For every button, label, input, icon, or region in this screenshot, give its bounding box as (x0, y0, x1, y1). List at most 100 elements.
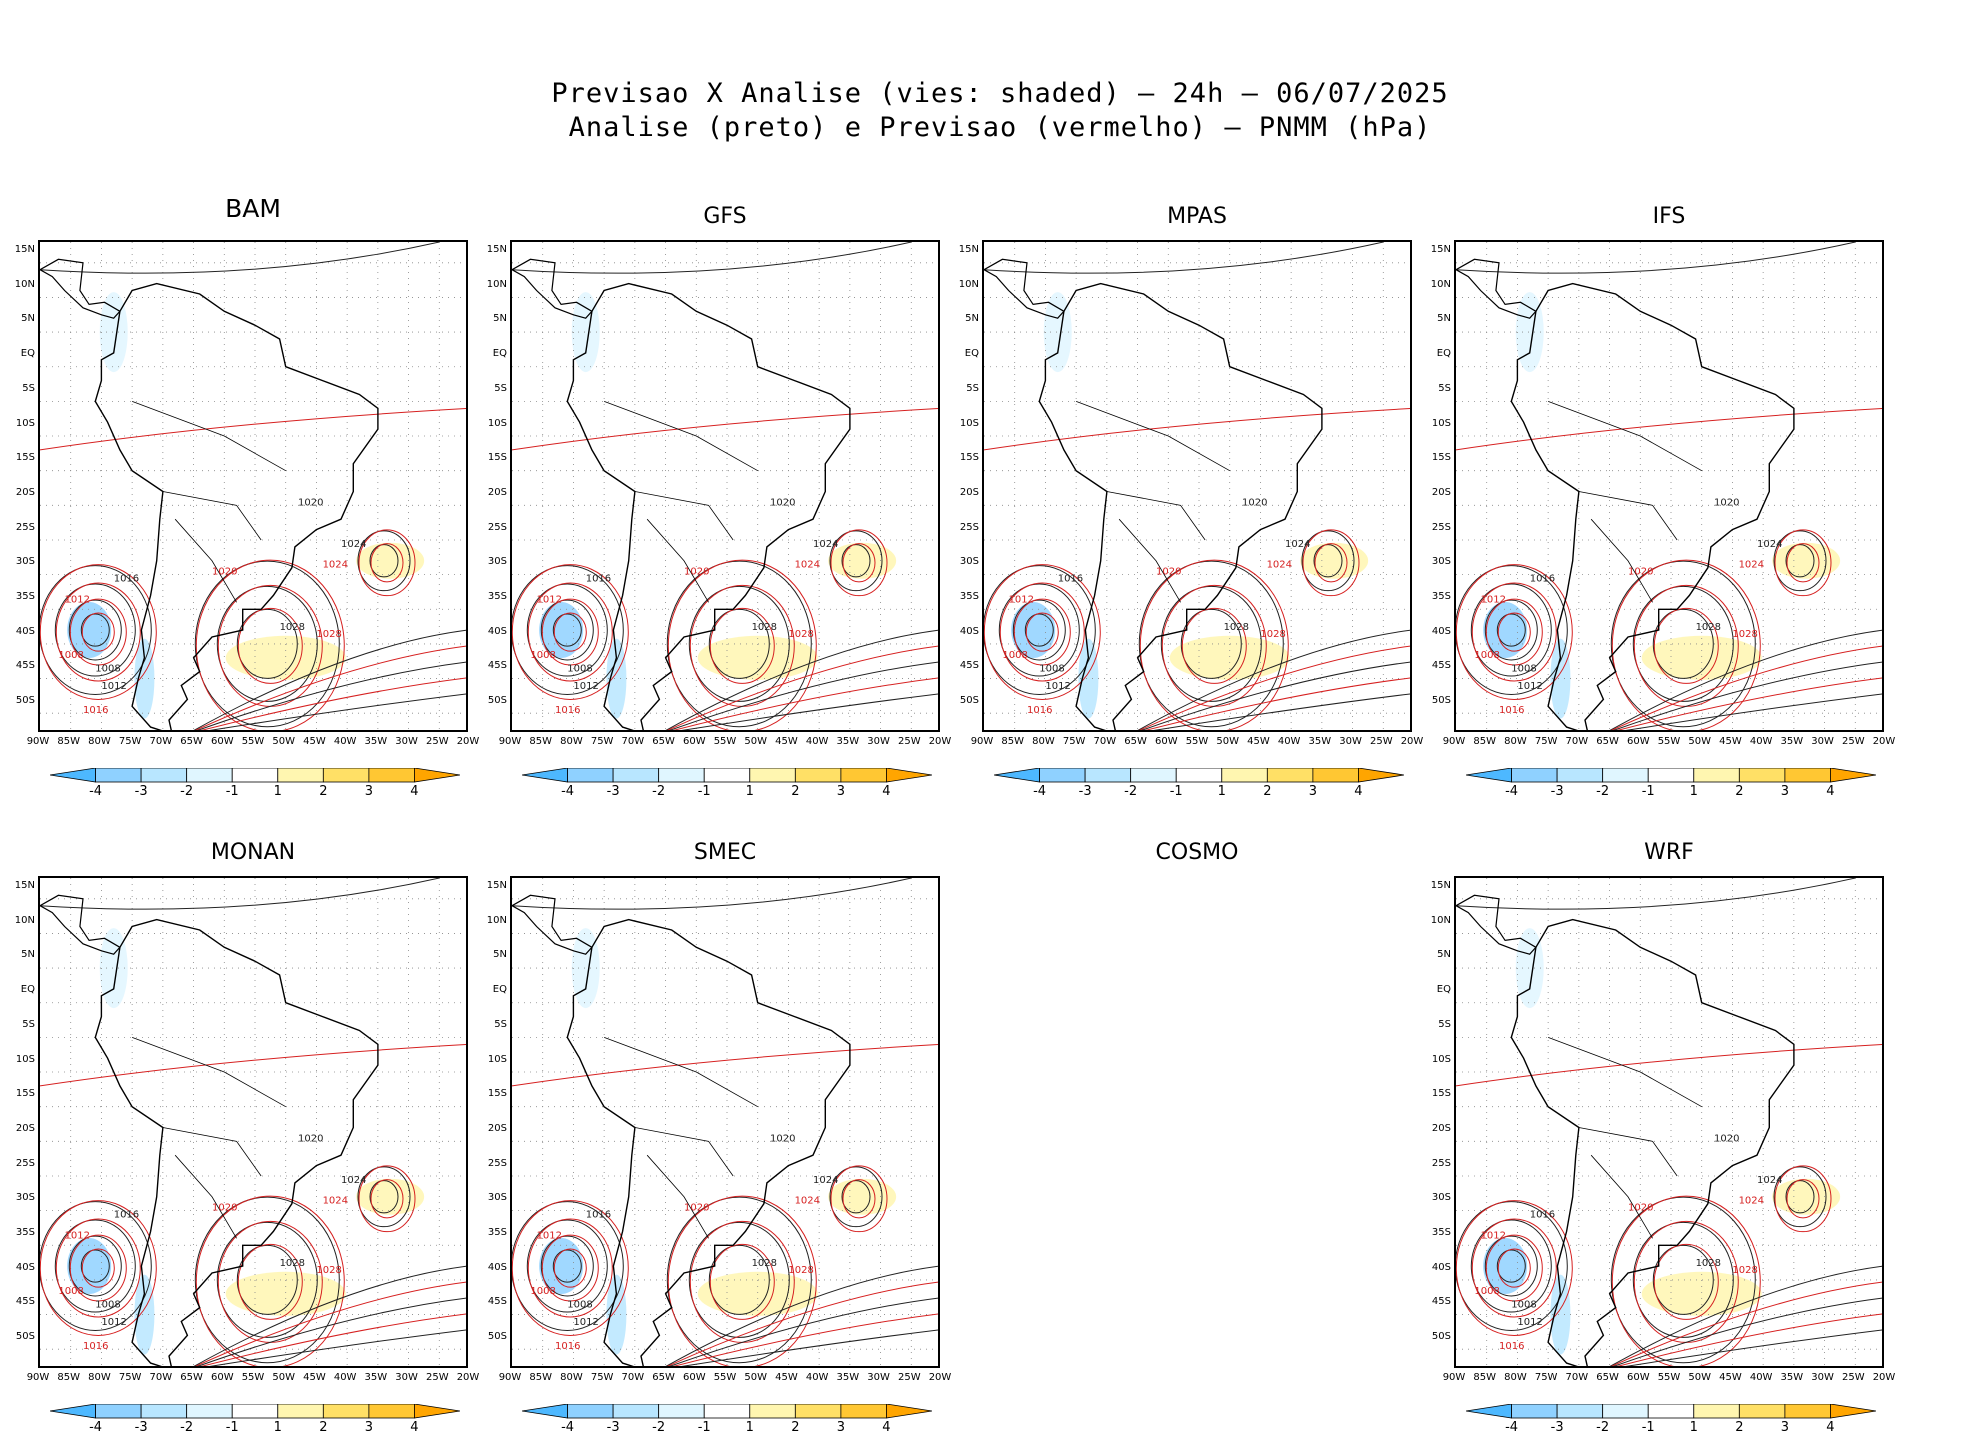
latitude-label: 15S (487, 452, 507, 464)
bias-shading-area (697, 635, 818, 680)
longitude-label: 60W (1626, 1372, 1650, 1383)
colorbar-segment (49, 1403, 96, 1419)
longitude-label: 45W (1719, 1372, 1742, 1383)
latitude-label: 50S (1431, 695, 1451, 707)
bias-shading-area (134, 638, 155, 719)
longitude-label: 30W (395, 736, 418, 747)
colorbar: -4 -3 -2 -1 1 2 3 4 (1465, 1403, 1877, 1440)
forecast-contour-label: 1028 (1732, 629, 1757, 640)
longitude-label: 75W (1534, 736, 1558, 747)
forecast-contour-label: 1016 (555, 1341, 580, 1352)
colorbar-label: 3 (364, 1420, 374, 1435)
forecast-contour-label: 1016 (1499, 1341, 1524, 1352)
colorbar-segment (521, 1403, 568, 1419)
latitude-label: 30S (487, 556, 507, 568)
colorbar-segment (186, 1403, 233, 1419)
longitude-label: 60W (210, 736, 234, 747)
longitude-label: 50W (1688, 1372, 1712, 1383)
longitude-label: 45W (1247, 736, 1270, 747)
latitude-label: EQ (492, 984, 507, 996)
analysis-contour-label: 1024 (1285, 539, 1310, 550)
colorbar-segment (322, 767, 370, 783)
colorbar-segment (794, 1403, 842, 1419)
colorbar: -4 -3 -2 -1 1 2 3 4 (993, 767, 1405, 804)
colorbar-label: 4 (410, 1420, 419, 1435)
colorbar: -4 -3 -2 -1 1 2 3 4 (521, 1403, 933, 1440)
longitude-label: 90W (498, 1372, 522, 1383)
analysis-contour-label: 1024 (1757, 539, 1782, 550)
colorbar-segment (658, 767, 705, 783)
latitude-label: 40S (959, 625, 979, 637)
colorbar-label: 4 (1354, 784, 1363, 799)
colorbar-segment (993, 767, 1040, 783)
longitude-label: 90W (970, 736, 994, 747)
analysis-contour-label: 1024 (341, 1175, 366, 1186)
colorbar-label: 2 (319, 1420, 328, 1435)
longitude-label: 55W (713, 1372, 737, 1383)
longitude-label: 65W (652, 1372, 675, 1383)
south-america-coastline (1510, 282, 1795, 730)
colorbar-segment (49, 767, 96, 783)
south-america-coastline (566, 918, 851, 1366)
analysis-contour-label: 1020 (770, 497, 795, 508)
longitude-label: 85W (1473, 736, 1497, 747)
latitude-label: EQ (20, 348, 35, 360)
forecast-contour-label: 1028 (1260, 629, 1285, 640)
colorbar: -4 -3 -2 -1 1 2 3 4 (521, 767, 933, 804)
colorbar-segment (703, 1403, 751, 1419)
longitude-label: 45W (303, 736, 326, 747)
colorbar-label: 3 (1780, 784, 1790, 799)
latitude-label: 50S (15, 695, 35, 707)
longitude-label: 85W (1001, 736, 1025, 747)
longitude-label: 40W (805, 736, 829, 747)
analysis-contour-label: 1012 (101, 1317, 126, 1328)
figure-title-line2: Analise (preto) e Previsao (vermelho) — … (568, 112, 1432, 143)
colorbar-segment (886, 1403, 933, 1419)
bias-shading-area (99, 292, 128, 373)
longitude-label: 60W (682, 1372, 706, 1383)
colorbar-label: -1 (697, 784, 711, 799)
analysis-contour-label: 1020 (1242, 497, 1267, 508)
latitude-label: 40S (487, 625, 507, 637)
panel-title-gfs: GFS (703, 204, 747, 229)
longitude-label: 90W (1442, 1372, 1466, 1383)
analysis-contour-label: 1028 (752, 1258, 777, 1269)
latitude-label: 5S (1438, 1018, 1451, 1030)
colorbar-segment (886, 767, 933, 783)
latitude-label: 15N (486, 880, 507, 891)
latitude-label: 45S (15, 660, 35, 672)
colorbar-label: -1 (225, 784, 239, 799)
longitude-label: 75W (1534, 1372, 1558, 1383)
colorbar-label: 3 (836, 784, 846, 799)
latitude-label: 45S (1431, 660, 1451, 672)
latitude-label: EQ (492, 348, 507, 360)
latitude-label: 15S (487, 1088, 507, 1100)
longitude-label: 75W (590, 736, 614, 747)
colorbar-label: -4 (89, 1420, 103, 1435)
bias-shading-area (571, 292, 600, 373)
forecast-contour-label: 1020 (1156, 567, 1181, 578)
colorbar-label: -4 (1033, 784, 1047, 799)
colorbar-segment (658, 1403, 705, 1419)
longitude-label: 65W (1596, 736, 1619, 747)
colorbar-label: -2 (652, 784, 666, 799)
longitude-label: 50W (272, 736, 296, 747)
colorbar-segment (1175, 767, 1223, 783)
colorbar: -4 -3 -2 -1 1 2 3 4 (49, 1403, 461, 1440)
longitude-label: 70W (149, 1372, 173, 1383)
forecast-contour-label: 1024 (323, 560, 348, 571)
latitude-label: 40S (1431, 1261, 1451, 1273)
longitude-label: 40W (333, 736, 357, 747)
colorbar-label: -2 (1124, 784, 1138, 799)
bias-shading-area (1515, 292, 1544, 373)
latitude-label: 10N (1430, 278, 1451, 290)
longitude-label: 35W (836, 736, 860, 747)
forecast-contour-label: 1024 (1267, 560, 1292, 571)
latitude-label: 25S (1431, 1157, 1451, 1169)
longitude-label: 70W (621, 1372, 645, 1383)
colorbar-label: -4 (1505, 1420, 1519, 1435)
colorbar-label: 4 (882, 784, 891, 799)
colorbar-label: 4 (1826, 1420, 1835, 1435)
colorbar-segment (231, 1403, 279, 1419)
analysis-contour-label: 1028 (1696, 1258, 1721, 1269)
